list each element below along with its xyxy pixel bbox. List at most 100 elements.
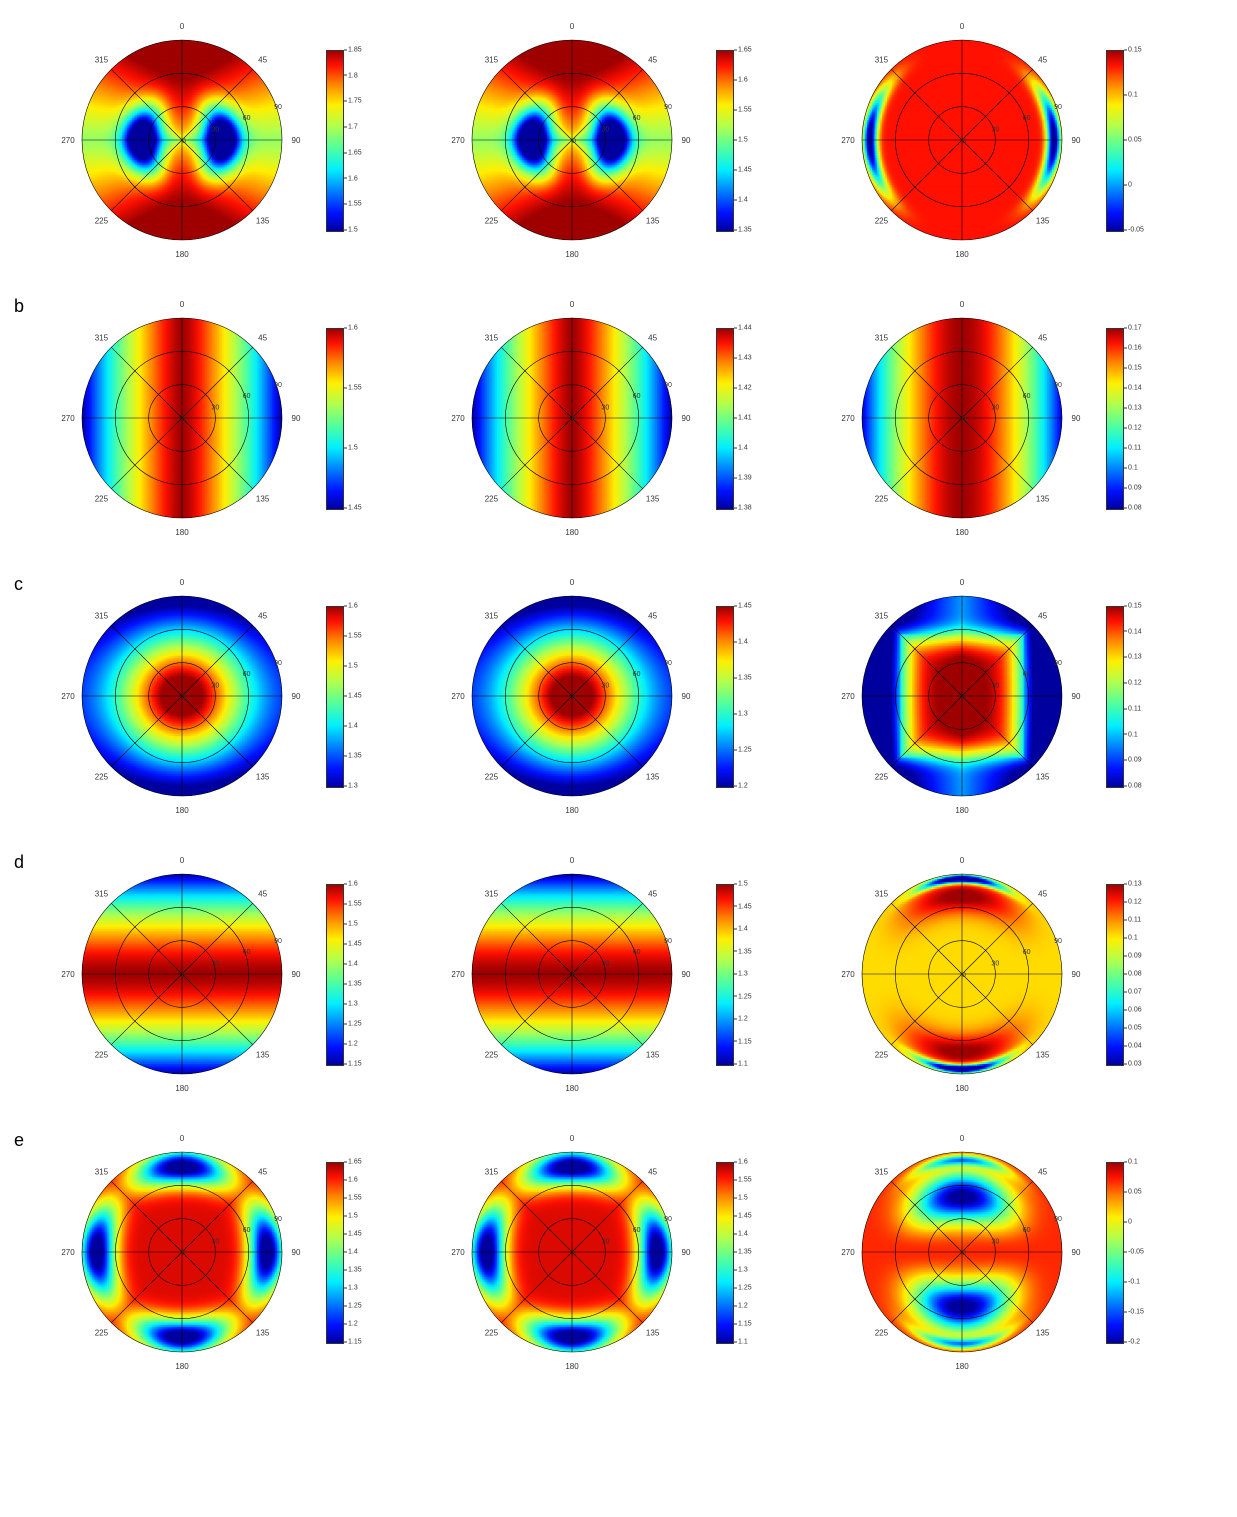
colorbar-tick: 1.35 — [734, 227, 752, 234]
colorbar-tick: 1.25 — [734, 1285, 752, 1292]
colorbar-tick: 0.14 — [1124, 385, 1142, 392]
colorbar-tick: 1.5 — [344, 227, 358, 234]
colorbar-tick: 0.1 — [1124, 465, 1138, 472]
colorbar-tick: 1.1 — [734, 1061, 748, 1068]
colorbar: 1.61.551.51.451.41.351.31.251.21.15 — [326, 874, 344, 1074]
colorbar-tick: 0.14 — [1124, 628, 1142, 635]
colorbar-tick: 0.13 — [1124, 405, 1142, 412]
polar-wrap: 045901351802252703150306090 — [832, 566, 1092, 826]
colorbar: 1.61.551.51.45 — [326, 318, 344, 518]
colorbar-tick: 1.43 — [734, 355, 752, 362]
colorbar-tick: 1.75 — [344, 98, 362, 105]
colorbar-tick: 0.05 — [1124, 137, 1142, 144]
colorbar-tick: 1.5 — [734, 881, 748, 888]
colorbar: 1.441.431.421.411.41.391.38 — [716, 318, 734, 518]
polar-heatmap: 045901351802252703150306090 — [832, 566, 1092, 826]
polar-heatmap: 045901351802252703150306090 — [52, 288, 312, 548]
colorbar-tick: 0.15 — [1124, 365, 1142, 372]
colorbar-tick: 1.42 — [734, 385, 752, 392]
colorbar-tick: 0.09 — [1124, 485, 1142, 492]
polar-wrap: 045901351802252703150306090 — [442, 288, 702, 548]
polar-wrap: 045901351802252703150306090 — [832, 844, 1092, 1104]
colorbar-tick: 1.65 — [344, 1159, 362, 1166]
colorbar-tick: 1.2 — [734, 783, 748, 790]
colorbar-tick: 1.5 — [344, 1213, 358, 1220]
chart-cell: 0459013518022527031503060900.150.140.130… — [832, 566, 1210, 826]
colorbar-tick: 1.2 — [734, 1016, 748, 1023]
polar-heatmap: 045901351802252703150306090 — [832, 844, 1092, 1104]
colorbar-tick: 1.6 — [734, 77, 748, 84]
polar-wrap: 045901351802252703150306090 — [832, 288, 1092, 548]
colorbar-tick: 1.4 — [344, 723, 358, 730]
polar-heatmap: 045901351802252703150306090 — [442, 10, 702, 270]
colorbar-tick: 1.4 — [734, 1231, 748, 1238]
colorbar-tick: 1.5 — [344, 445, 358, 452]
colorbar-tick: 1.2 — [344, 1321, 358, 1328]
colorbar-tick: 1.55 — [344, 201, 362, 208]
colorbar-tick: 0.1 — [1124, 92, 1138, 99]
colorbar-tick: 1.5 — [734, 1195, 748, 1202]
colorbar-tick: 1.38 — [734, 505, 752, 512]
colorbar-tick: -0.05 — [1124, 227, 1144, 234]
polar-wrap: 045901351802252703150306090 — [442, 844, 702, 1104]
row-label — [10, 10, 40, 270]
colorbar-tick: 1.3 — [344, 1285, 358, 1292]
chart-cell: 0459013518022527031503060900.170.160.150… — [832, 288, 1210, 548]
colorbar-tick: 1.35 — [344, 981, 362, 988]
polar-heatmap: 045901351802252703150306090 — [442, 566, 702, 826]
colorbar: 0.150.10.050-0.05 — [1106, 40, 1124, 240]
polar-wrap: 045901351802252703150306090 — [442, 566, 702, 826]
row-label: b — [10, 288, 40, 548]
colorbar-tick: 1.45 — [344, 693, 362, 700]
row-label: d — [10, 844, 40, 1104]
chart-cell: 045901351802252703150306090 1.61.551.51.4… — [52, 566, 430, 826]
colorbar-tick: 1.44 — [734, 325, 752, 332]
colorbar: 0.170.160.150.140.130.120.110.10.090.08 — [1106, 318, 1124, 518]
colorbar-tick: 1.2 — [734, 1303, 748, 1310]
colorbar-tick: 1.8 — [344, 72, 358, 79]
colorbar-tick: 0.05 — [1124, 1025, 1142, 1032]
chart-cell: 045901351802252703150306090 1.61.551.51.4… — [442, 1122, 820, 1382]
colorbar-tick: 1.5 — [344, 921, 358, 928]
polar-wrap: 045901351802252703150306090 — [832, 1122, 1092, 1382]
colorbar: 1.61.551.51.451.41.351.3 — [326, 596, 344, 796]
colorbar-tick: 0.16 — [1124, 345, 1142, 352]
colorbar-tick: 1.4 — [734, 926, 748, 933]
colorbar-tick: 0.1 — [1124, 731, 1138, 738]
colorbar-tick: 0.08 — [1124, 971, 1142, 978]
polar-heatmap: 045901351802252703150306090 — [52, 844, 312, 1104]
colorbar-tick: 1.45 — [344, 505, 362, 512]
colorbar-tick: 0.03 — [1124, 1061, 1142, 1068]
colorbar-tick: -0.15 — [1124, 1309, 1144, 1316]
colorbar-tick: 1.45 — [734, 167, 752, 174]
colorbar: 1.61.551.51.451.41.351.31.251.21.151.1 — [716, 1152, 734, 1352]
colorbar-tick: 1.1 — [734, 1339, 748, 1346]
colorbar: 1.451.41.351.31.251.2 — [716, 596, 734, 796]
chart-cell: 0459013518022527031503060900.130.120.110… — [832, 844, 1210, 1104]
colorbar-tick: 0.17 — [1124, 325, 1142, 332]
polar-wrap: 045901351802252703150306090 — [52, 844, 312, 1104]
colorbar-tick: 1.3 — [734, 971, 748, 978]
colorbar-tick: 0.15 — [1124, 47, 1142, 54]
polar-heatmap: 045901351802252703150306090 — [832, 10, 1092, 270]
chart-cell: 045901351802252703150306090 1.451.41.351.… — [442, 566, 820, 826]
colorbar-tick: 1.4 — [344, 961, 358, 968]
colorbar: 0.10.050-0.05-0.1-0.15-0.2 — [1106, 1152, 1124, 1352]
colorbar-tick: 0.12 — [1124, 899, 1142, 906]
colorbar-tick: 1.15 — [734, 1321, 752, 1328]
polar-heatmap: 045901351802252703150306090 — [832, 288, 1092, 548]
colorbar-tick: 0.08 — [1124, 783, 1142, 790]
colorbar-tick: 1.15 — [734, 1038, 752, 1045]
chart-cell: 0459013518022527031503060901.651.61.551.… — [442, 10, 820, 270]
polar-wrap: 045901351802252703150306090 — [52, 566, 312, 826]
chart-cell: 0459013518022527031503060901.651.61.551.… — [52, 1122, 430, 1382]
colorbar-tick: 1.55 — [344, 901, 362, 908]
colorbar-tick: 1.3 — [344, 1001, 358, 1008]
colorbar-tick: 1.3 — [344, 783, 358, 790]
colorbar-tick: 0 — [1124, 182, 1132, 189]
colorbar-tick: 1.25 — [734, 747, 752, 754]
row-label: c — [10, 566, 40, 826]
polar-heatmap: 045901351802252703150306090 — [442, 1122, 702, 1382]
colorbar-tick: 1.55 — [344, 633, 362, 640]
colorbar-tick: 1.55 — [344, 1195, 362, 1202]
